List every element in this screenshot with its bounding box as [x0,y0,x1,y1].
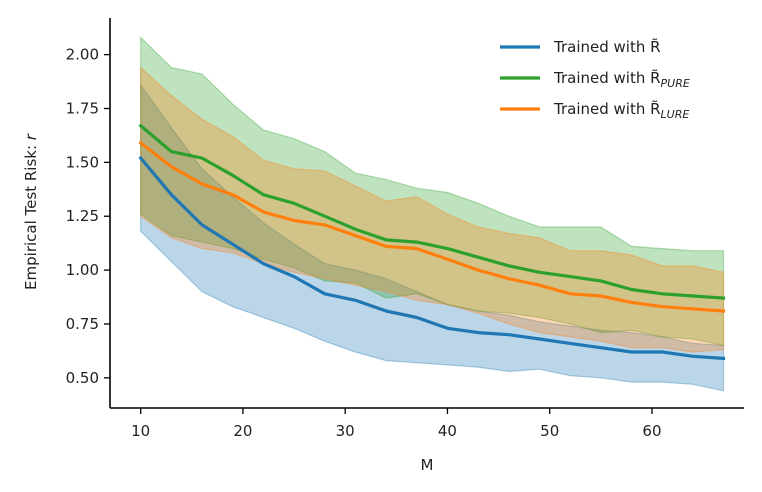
y-tick-label: 1.00 [66,261,99,279]
legend-item-2: Trained with R̃PURE [500,68,690,90]
legend-label-subscript: LURE [661,108,690,121]
legend-label: Trained with R̃PURE [553,68,690,90]
series-lines [138,123,726,361]
x-tick-label: 20 [233,422,252,440]
y-tick-label: 0.75 [66,315,99,333]
y-axis-title: Empirical Test Risk: r [22,133,40,290]
x-tick-label: 40 [438,422,457,440]
legend-item-3: Trained with R̃LURE [500,99,689,121]
legend-label-subscript: PURE [661,77,690,90]
y-tick-label: 1.25 [66,207,99,225]
legend: Trained with R̃Trained with R̃PURETraine… [500,37,690,121]
x-tick-label: 30 [336,422,355,440]
x-ticks: 10 20 30 40 50 60 [131,408,662,440]
line-series-3 [138,140,726,313]
legend-label: Trained with R̃LURE [553,99,689,121]
y-tick-label: 1.50 [66,153,99,171]
y-axis-title-text: Empirical Test Risk: [22,140,40,290]
line-series-2 [138,123,726,300]
legend-label-text: Trained with R̃ [553,68,661,87]
x-tick-label: 60 [642,422,661,440]
confidence-bands [140,35,725,392]
x-tick-label: 50 [540,422,559,440]
y-axis-title-var: r [22,133,40,140]
y-tick-label: 1.75 [66,99,99,117]
legend-label-text: Trained with R̃ [553,37,661,56]
band-series-2 [140,35,725,347]
legend-label-text: Trained with R̃ [553,99,661,118]
x-axis-title: M [421,456,434,474]
axes [109,18,744,409]
line-series-1 [138,155,726,361]
band-series-3 [140,66,725,353]
legend-label: Trained with R̃ [553,37,661,56]
y-tick-label: 0.50 [66,369,99,387]
legend-item-1: Trained with R̃ [500,37,661,56]
band-series-1 [140,82,725,392]
x-tick-label: 10 [131,422,150,440]
y-ticks: 0.50 0.75 1.00 1.25 1.50 1.75 2.00 [66,46,110,387]
y-tick-label: 2.00 [66,46,99,64]
